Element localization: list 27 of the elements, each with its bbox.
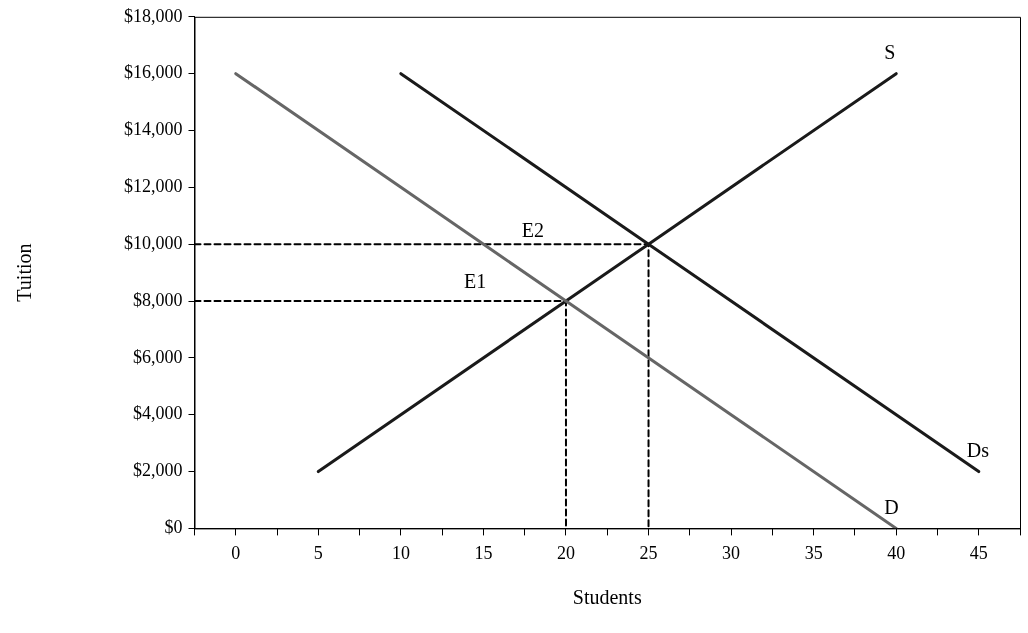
y-tick-label: $16,000 [124,62,183,83]
x-tick-label: 35 [804,542,823,563]
y-tick-label: $14,000 [124,119,183,140]
x-tick-label: 45 [969,542,988,563]
series-label: D [884,495,899,518]
series-label: S [884,40,896,63]
x-tick-label: 10 [391,542,410,563]
x-tick-label: 30 [722,542,741,563]
y-tick-label: $6,000 [133,346,183,367]
y-axis-title: Tuition [13,243,36,302]
annotation: E1 [464,270,487,293]
x-tick-label: 20 [556,542,575,563]
x-tick-label: 5 [313,542,323,563]
y-tick-label: $10,000 [124,232,183,253]
x-tick-label: 15 [474,542,493,563]
x-tick-label: 0 [231,542,241,563]
y-tick-label: $18,000 [124,5,183,26]
y-tick-label: $4,000 [133,403,183,424]
annotation: E2 [521,218,545,241]
x-tick-label: 25 [639,542,658,563]
series-label: Ds [966,438,990,461]
y-tick-label: $12,000 [124,176,183,197]
y-tick-label: $8,000 [133,289,183,310]
y-tick-label: $2,000 [133,460,183,481]
y-tick-label: $0 [164,517,183,538]
x-axis-title: Students [572,586,642,609]
x-tick-label: 40 [887,542,906,563]
